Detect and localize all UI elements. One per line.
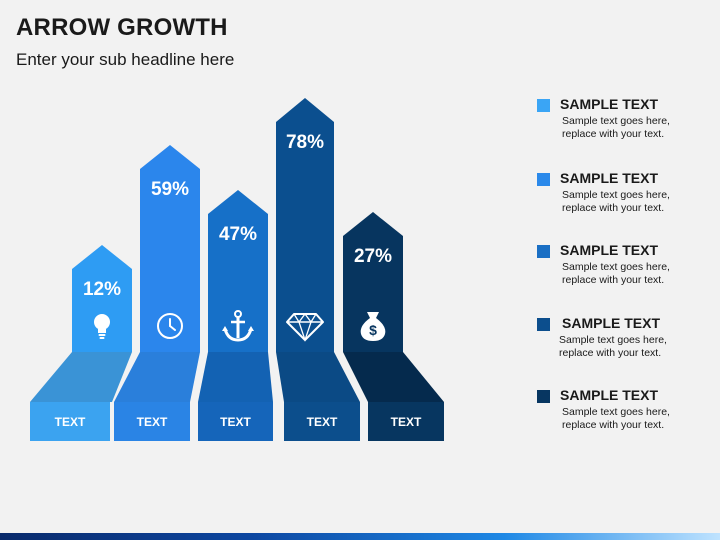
percent-label: 47% [219,224,257,245]
legend-description: Sample text goes here, replace with your… [562,261,670,286]
base-label: TEXT [220,415,251,429]
diamond-icon [286,312,324,343]
legend-title: SAMPLE TEXT [560,170,659,186]
arrow-floor [276,352,360,402]
bulb-base [99,337,105,339]
legend-swatch [537,318,550,331]
arrow-base [198,402,273,441]
legend-swatch [537,173,550,186]
clock-icon [157,313,183,339]
lightbulb-icon [94,314,110,339]
arrow-body [72,245,132,352]
arrow-body [140,145,200,352]
anchor-icon [222,310,254,342]
base-label: TEXT [137,415,168,429]
percent-label: 27% [354,246,392,267]
growth-arrow: 47% TEXT [198,190,273,441]
legend-title: SAMPLE TEXT [562,315,661,331]
money-bag-icon: $ [360,312,386,341]
legend-title: SAMPLE TEXT [560,242,659,258]
arrow-body [208,190,268,352]
arrow-floor [114,352,200,402]
anchor-fluke [248,326,254,331]
legend-swatch [537,390,550,403]
diamond-facet [293,312,317,343]
arrow-base [368,402,444,441]
page-subtitle: Enter your sub headline here [16,50,235,69]
bulb-base [98,334,106,336]
bulb-neck [98,329,106,333]
anchor-arms [223,328,253,342]
page-title: ARROW GROWTH [16,14,228,41]
percent-label: 59% [151,179,189,200]
base-label: TEXT [307,415,338,429]
arrow-floor [30,352,132,402]
anchor-fluke [222,326,228,331]
legend-title: SAMPLE TEXT [560,96,659,112]
diamond-outline [286,313,324,341]
arrow-body [343,212,403,352]
arrow-base [114,402,190,441]
arrow-base [30,402,110,441]
arrow-floor [198,352,273,402]
legend-description: Sample text goes here, replace with your… [562,115,670,140]
bag-body [360,318,386,341]
legend-swatch [537,245,550,258]
growth-arrow: 59% TEXT [114,145,200,441]
base-label: TEXT [391,415,422,429]
percent-label: 12% [83,279,121,300]
growth-arrow: 12% TEXT [30,245,132,441]
arrow-body [276,98,334,352]
clock-face [157,313,183,339]
clock-hand [169,325,176,331]
legend-description: Sample text goes here, replace with your… [562,406,670,431]
dollar-sign: $ [369,322,377,338]
legend-description: Sample text goes here, replace with your… [562,189,670,214]
percent-label: 78% [286,132,324,153]
legend-title: SAMPLE TEXT [560,387,659,403]
legend-description: Sample text goes here, replace with your… [559,334,667,359]
growth-arrow: 27% TEXT [343,212,444,441]
growth-arrow: 78% TEXT [276,98,360,441]
bulb-glass [94,314,110,330]
bag-top [367,312,379,318]
bottom-accent-band [0,533,720,540]
arrow-base [284,402,360,441]
base-label: TEXT [55,415,86,429]
arrow-floor [343,352,444,402]
legend-swatch [537,99,550,112]
